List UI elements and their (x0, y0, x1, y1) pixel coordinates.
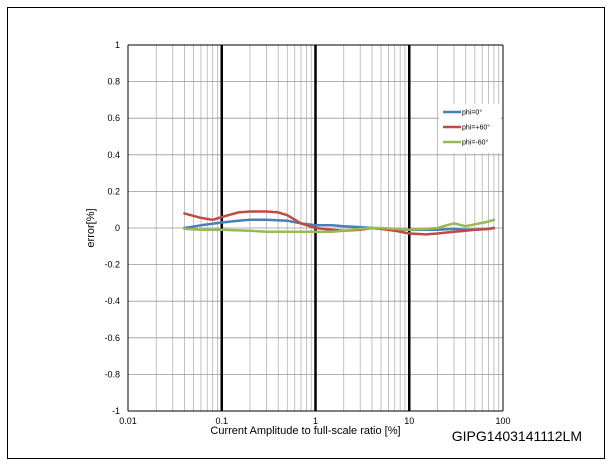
y-tick-label: -1 (112, 406, 120, 416)
legend-label-2: phi=-60° (462, 139, 489, 147)
series-line-2 (183, 218, 496, 233)
y-tick-label: 0.2 (107, 186, 120, 196)
y-tick-label: -0.2 (104, 260, 120, 270)
x-tick-label: 100 (495, 416, 510, 426)
error-vs-current-chart: -1 -0.8 -0.6 -0.4 -0.2 0 0.2 0.4 0.6 0.8 1 0.01 0.1 1… (85, 40, 511, 437)
series-lines (183, 210, 496, 236)
figure-frame: -1 -0.8 -0.6 -0.4 -0.2 0 0.2 0.4 0.6 0.8 1 0.01 0.1 1… (7, 7, 605, 459)
tick-labels: -1 -0.8 -0.6 -0.4 -0.2 0 0.2 0.4 0.6 0.8 1 0.01 0.1 1… (104, 40, 510, 426)
figure-id: GIPG1403141112LM (451, 428, 582, 444)
x-axis-label: Current Amplitude to full-scale ratio [%… (210, 425, 400, 437)
y-tick-label: 0.8 (107, 77, 120, 87)
x-tick-label: 10 (404, 416, 414, 426)
y-tick-label: -0.6 (104, 333, 120, 343)
y-tick-label: -0.8 (104, 369, 120, 379)
y-tick-label: 0.6 (107, 113, 120, 123)
legend-label-1: phi=+60° (462, 124, 490, 132)
y-tick-label: 1 (115, 40, 120, 50)
x-tick-label: 0.1 (215, 416, 228, 426)
legend-label-0: phi=0° (462, 109, 482, 117)
x-tick-label: 0.01 (119, 416, 137, 426)
y-axis-label: error[%] (85, 208, 97, 247)
y-tick-label: 0 (115, 223, 120, 233)
series-line-0 (183, 218, 496, 232)
y-tick-label: -0.4 (104, 296, 120, 306)
x-tick-label: 1 (313, 416, 318, 426)
legend: phi=0° phi=+60° phi=-60° (439, 104, 501, 153)
y-tick-label: 0.4 (107, 150, 120, 160)
